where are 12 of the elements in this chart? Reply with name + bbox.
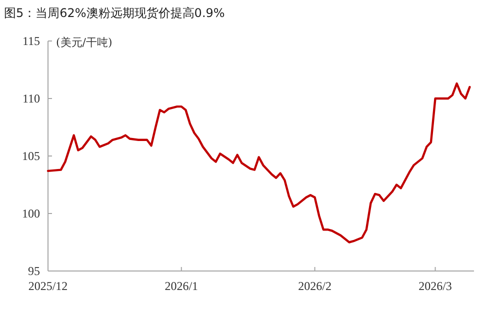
chart-title: 图5：当周62%澳粉远期现货价提高0.9% <box>4 6 225 20</box>
y-tick-label: 105 <box>22 149 40 163</box>
x-tick-label: 2025/12 <box>28 279 68 293</box>
x-tick-label: 2026/1 <box>164 279 198 293</box>
y-tick-label: 95 <box>28 264 40 278</box>
y-tick-label: 100 <box>22 206 40 220</box>
y-axis-title: (美元/干吨) <box>56 36 112 49</box>
x-tick-label: 2026/3 <box>418 279 452 293</box>
x-tick-label: 2026/2 <box>298 279 332 293</box>
y-tick-label: 115 <box>22 34 40 48</box>
y-tick-label: 110 <box>22 92 40 106</box>
line-series <box>46 82 471 244</box>
